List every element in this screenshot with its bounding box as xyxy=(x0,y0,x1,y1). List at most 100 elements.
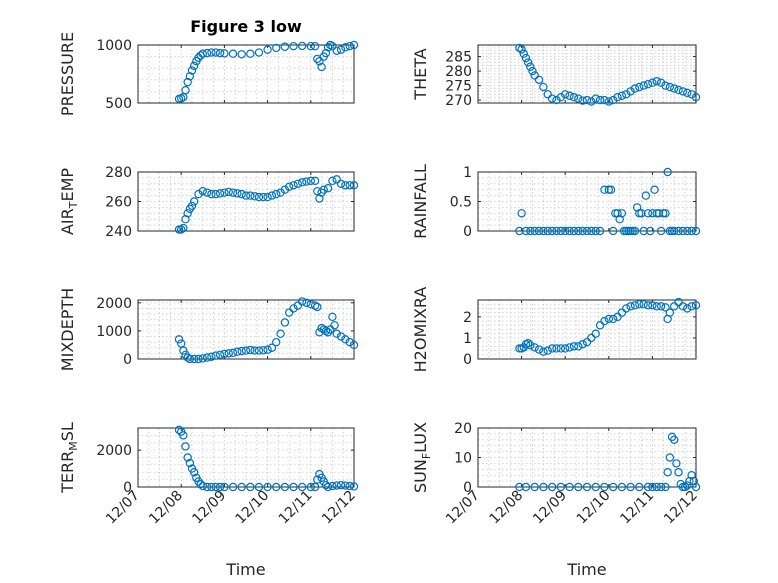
data-point xyxy=(556,344,566,353)
y-axis-label-part: THETA xyxy=(411,48,430,100)
y-axis-label: THETA xyxy=(411,48,430,100)
data-point xyxy=(578,96,587,105)
data-point xyxy=(194,189,203,199)
data-point xyxy=(189,61,199,71)
data-point xyxy=(670,226,679,236)
y-tick-label: 500 xyxy=(105,96,132,112)
data-point xyxy=(591,329,600,338)
data-point xyxy=(648,301,657,310)
data-point xyxy=(189,197,199,206)
data-point xyxy=(678,482,688,492)
data-point xyxy=(198,481,207,491)
axis-box xyxy=(137,299,355,360)
data-point xyxy=(670,302,679,311)
data-point xyxy=(207,482,216,492)
data-point xyxy=(289,181,298,190)
data-point xyxy=(306,482,315,492)
data-point xyxy=(181,86,190,95)
y-tick-label: 20 xyxy=(454,421,472,437)
x-axis-label: Time xyxy=(566,560,606,579)
data-point xyxy=(569,226,579,236)
data-point xyxy=(547,226,557,236)
y-tick-label: 275 xyxy=(445,79,472,95)
data-point xyxy=(293,179,303,188)
data-point xyxy=(185,72,195,81)
data-point xyxy=(687,471,696,480)
data-point xyxy=(237,189,246,199)
data-point xyxy=(211,482,220,492)
data-point xyxy=(691,92,701,102)
x-tick-label: 12/09 xyxy=(189,488,229,528)
data-point xyxy=(215,350,225,359)
data-point xyxy=(534,345,544,354)
data-point xyxy=(174,335,184,344)
data-point xyxy=(587,333,596,343)
data-point xyxy=(654,209,664,218)
data-point xyxy=(302,177,311,186)
data-point xyxy=(176,225,186,234)
y-tick-label: 285 xyxy=(445,50,472,66)
data-series xyxy=(174,425,359,492)
x-tick-label: 12/12 xyxy=(319,488,359,528)
data-point xyxy=(336,332,346,341)
data-point xyxy=(622,304,631,313)
data-point xyxy=(237,482,246,492)
data-point xyxy=(534,226,544,236)
data-point xyxy=(280,482,290,492)
data-point xyxy=(539,482,548,492)
data-point xyxy=(241,346,251,355)
data-point xyxy=(578,226,587,236)
data-point xyxy=(659,209,668,218)
data-point xyxy=(643,79,653,89)
data-point xyxy=(272,43,281,53)
axis-box xyxy=(477,299,697,360)
y-tick-label: 0 xyxy=(463,480,472,496)
data-point xyxy=(332,481,341,490)
data-point xyxy=(678,302,688,311)
data-point xyxy=(556,482,566,492)
data-point xyxy=(561,226,570,236)
data-point xyxy=(661,303,670,312)
data-point xyxy=(328,41,337,51)
y-axis-label-part: SUN xyxy=(411,459,430,493)
data-point xyxy=(613,92,622,102)
y-tick-label: 0 xyxy=(463,224,472,240)
data-point xyxy=(517,209,526,218)
data-point xyxy=(183,77,192,87)
y-axis-label: TERRMSL xyxy=(58,422,80,494)
data-point xyxy=(543,346,552,355)
data-point xyxy=(267,343,277,352)
data-point xyxy=(233,189,242,198)
data-point xyxy=(293,301,303,310)
data-point xyxy=(228,49,238,58)
data-point xyxy=(211,48,220,57)
data-point xyxy=(652,302,661,311)
data-point xyxy=(306,176,315,186)
data-point xyxy=(259,346,268,355)
data-point xyxy=(624,226,633,236)
data-point xyxy=(272,189,281,199)
data-point xyxy=(336,45,346,54)
data-series xyxy=(515,297,701,356)
data-point xyxy=(289,304,298,313)
y-tick-label: 260 xyxy=(105,195,132,211)
data-point xyxy=(687,302,696,311)
data-point xyxy=(220,49,229,58)
axis-box xyxy=(137,44,355,104)
y-axis-label: PRESSURE xyxy=(58,32,77,116)
data-point xyxy=(665,308,675,317)
y-axis-label-part: RAINFALL xyxy=(411,164,430,239)
data-point xyxy=(656,226,666,236)
data-point xyxy=(635,482,644,492)
data-point xyxy=(183,209,192,218)
y-tick-label: 2 xyxy=(463,310,472,326)
y-axis-label: SUNFLUX xyxy=(411,422,433,493)
data-point xyxy=(515,344,524,353)
data-point xyxy=(643,482,653,492)
data-point xyxy=(187,201,197,211)
data-point xyxy=(521,226,531,236)
data-point xyxy=(608,226,618,236)
data-point xyxy=(574,226,583,236)
y-tick-label: 280 xyxy=(105,165,132,181)
